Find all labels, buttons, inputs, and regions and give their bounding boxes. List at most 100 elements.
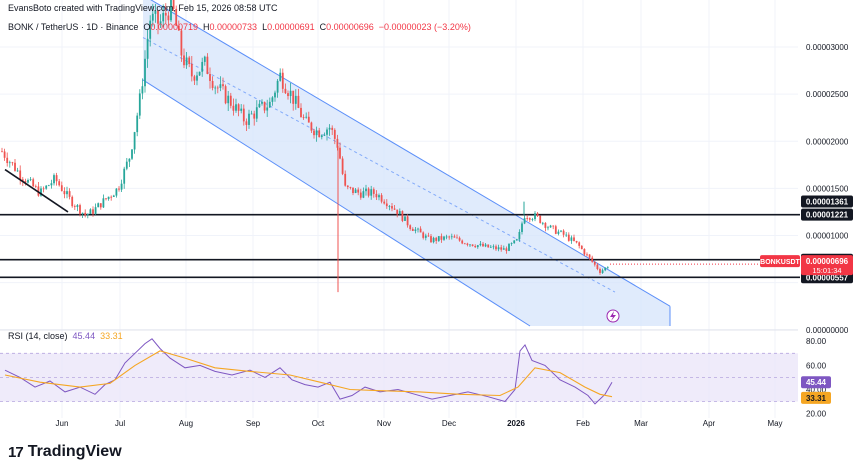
candle-body bbox=[125, 161, 128, 169]
candle-body bbox=[333, 129, 336, 139]
candle-body bbox=[502, 248, 505, 250]
candle-body bbox=[76, 205, 79, 208]
candle-body bbox=[297, 95, 300, 108]
candle-body bbox=[495, 246, 497, 250]
candle-body bbox=[66, 191, 68, 195]
candle-body bbox=[383, 201, 386, 204]
candle-body bbox=[391, 206, 393, 209]
candle-body bbox=[253, 113, 256, 119]
candle-body bbox=[255, 107, 258, 119]
candle-body bbox=[105, 198, 107, 200]
candle-body bbox=[167, 15, 170, 21]
high-value: 0.00000733 bbox=[209, 22, 258, 32]
time-axis[interactable]: Jun Jul Aug Sep Oct Nov Dec 2026 Feb Mar Apr May bbox=[56, 419, 783, 428]
candle-body bbox=[58, 181, 61, 186]
candle-body bbox=[177, 25, 180, 31]
candle-body bbox=[222, 84, 224, 87]
candle-body bbox=[591, 257, 594, 262]
time-tick-label: Feb bbox=[576, 419, 590, 428]
candle-body bbox=[185, 57, 188, 66]
candle-body bbox=[354, 189, 357, 193]
candle-body bbox=[536, 213, 539, 216]
candle-body bbox=[47, 185, 50, 187]
candle-body bbox=[557, 231, 560, 234]
candle-body bbox=[206, 56, 209, 74]
candle-body bbox=[445, 236, 448, 238]
candle-body bbox=[328, 127, 331, 130]
chart-annotations bbox=[4, 168, 800, 323]
candle-body bbox=[110, 196, 113, 198]
candle-body bbox=[430, 236, 432, 243]
candle-body bbox=[305, 116, 308, 118]
candle-body bbox=[593, 261, 596, 265]
symbol-title[interactable]: BONK / TetherUS · 1D · Binance bbox=[8, 22, 139, 32]
candle-body bbox=[94, 207, 97, 214]
price-tag-0.00001361-text: 0.00001361 bbox=[806, 197, 849, 206]
candle-body bbox=[318, 130, 321, 138]
candle-body bbox=[284, 88, 287, 94]
candle-body bbox=[453, 236, 456, 238]
candle-body bbox=[513, 240, 516, 244]
candle-body bbox=[435, 237, 438, 241]
tradingview-logo[interactable]: 17 TradingView bbox=[8, 443, 122, 461]
descending-channel bbox=[142, 0, 671, 327]
candle-body bbox=[99, 203, 102, 208]
rsi-tick-label: 80.00 bbox=[806, 337, 827, 346]
candle-body bbox=[131, 149, 133, 159]
time-tick-label: Oct bbox=[312, 419, 325, 428]
candle-body bbox=[573, 237, 575, 241]
candle-body bbox=[401, 211, 404, 221]
candlestick-series bbox=[1, 0, 609, 293]
candle-body bbox=[606, 267, 609, 269]
candle-body bbox=[68, 191, 71, 197]
price-axis[interactable]: 0.00003000 0.00002500 0.00002000 0.00001500… bbox=[806, 43, 849, 419]
candle-body bbox=[250, 113, 253, 115]
candle-body bbox=[398, 211, 401, 215]
candle-body bbox=[107, 196, 110, 200]
candle-body bbox=[14, 162, 16, 171]
candle-body bbox=[336, 138, 339, 148]
rsi-tick-label: 40.00 bbox=[806, 385, 827, 394]
rsi-ma-tag-text: 33.31 bbox=[806, 394, 827, 403]
candle-body bbox=[370, 189, 373, 196]
candle-body bbox=[1, 151, 3, 153]
candle-body bbox=[411, 228, 414, 231]
candle-body bbox=[271, 97, 274, 102]
candle-body bbox=[29, 179, 32, 181]
candle-body bbox=[549, 225, 552, 228]
close-value: 0.00000696 bbox=[326, 22, 374, 32]
candle-body bbox=[11, 162, 14, 164]
lightning-icon[interactable] bbox=[606, 309, 620, 323]
candle-body bbox=[120, 183, 123, 190]
candle-body bbox=[422, 232, 425, 238]
time-tick-label: 2026 bbox=[507, 419, 525, 428]
price-tick-label: 0.00000000 bbox=[806, 326, 849, 335]
candle-body bbox=[372, 189, 375, 194]
candle-body bbox=[151, 13, 154, 21]
candle-body bbox=[578, 242, 581, 246]
candle-body bbox=[315, 130, 318, 136]
price-tick-label: 0.00002000 bbox=[806, 137, 849, 146]
candle-body bbox=[484, 244, 487, 247]
price-tags: 0.000013610.000012210.000007430.00000557… bbox=[760, 195, 853, 404]
candle-body bbox=[341, 158, 344, 174]
candle-body bbox=[183, 55, 185, 66]
candle-body bbox=[97, 203, 100, 208]
rsi-header[interactable]: RSI (14, close) 45.44 33.31 bbox=[8, 331, 123, 341]
candle-body bbox=[567, 234, 570, 241]
candle-body bbox=[505, 248, 508, 251]
time-tick-label: Sep bbox=[246, 419, 261, 428]
symbol-tag-bg bbox=[760, 255, 800, 268]
rsi-ma-tag-bg bbox=[801, 391, 831, 404]
candle-body bbox=[497, 247, 500, 250]
candle-body bbox=[115, 188, 118, 196]
symbol-tag-text: BONKUSDT bbox=[760, 259, 800, 266]
candle-body bbox=[193, 76, 196, 81]
candle-body bbox=[136, 115, 139, 133]
candle-body bbox=[487, 244, 490, 248]
candle-body bbox=[476, 245, 479, 248]
candle-body bbox=[565, 234, 568, 236]
candle-body bbox=[588, 254, 591, 258]
candle-body bbox=[32, 179, 35, 187]
